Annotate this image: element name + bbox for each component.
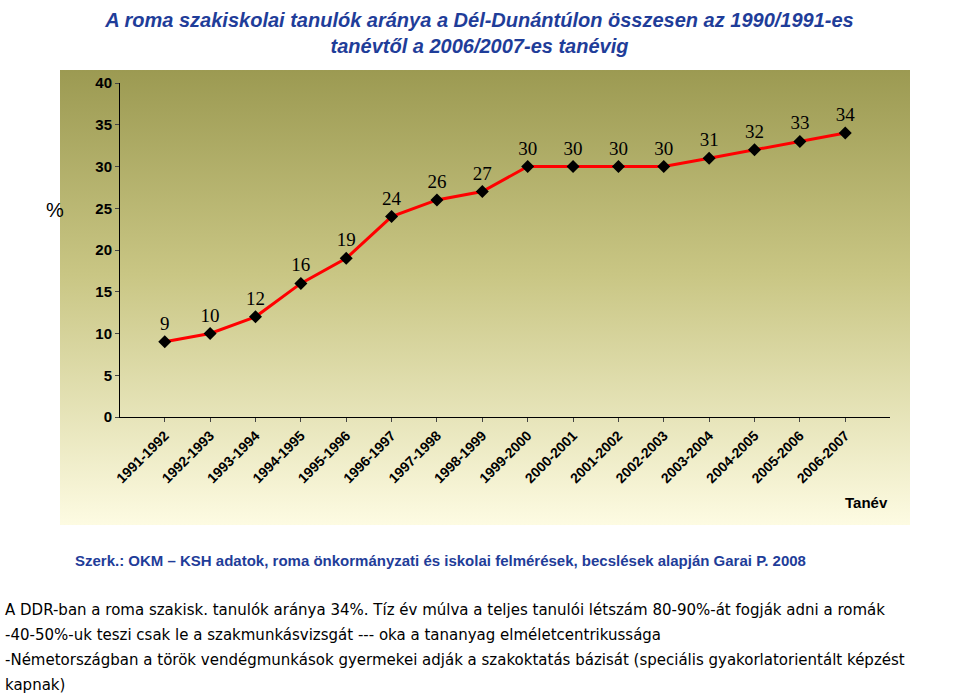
svg-text:0: 0 [104,408,112,425]
svg-text:30: 30 [654,138,673,159]
svg-text:A roma szakiskolai tanulók ará: A roma szakiskolai tanulók aránya a Dél-… [104,9,853,57]
svg-text:1995-1996: 1995-1996 [295,427,354,486]
svg-text:30: 30 [564,138,583,159]
svg-text:15: 15 [95,283,112,300]
svg-text:30: 30 [609,138,628,159]
svg-text:2004-2005: 2004-2005 [703,427,762,486]
svg-text:12: 12 [246,288,265,309]
svg-text:1997-1998: 1997-1998 [385,427,444,486]
svg-text:34: 34 [836,104,856,125]
svg-text:27: 27 [473,163,492,184]
svg-text:25: 25 [95,200,112,217]
svg-text:2000-2001: 2000-2001 [521,427,580,486]
svg-text:2002-2003: 2002-2003 [612,427,671,486]
svg-text:19: 19 [337,229,356,250]
svg-text:40: 40 [95,74,112,91]
svg-text:16: 16 [291,254,310,275]
svg-text:30: 30 [518,138,537,159]
svg-text:2005-2006: 2005-2006 [748,427,807,486]
svg-text:2001-2002: 2001-2002 [567,427,626,486]
svg-text:9: 9 [160,313,170,334]
svg-text:5: 5 [104,367,112,384]
svg-text:2003-2004: 2003-2004 [658,427,717,486]
svg-text:26: 26 [427,171,446,192]
svg-text:1998-1999: 1998-1999 [431,427,490,486]
svg-text:1996-1997: 1996-1997 [340,427,399,486]
svg-text:30: 30 [95,158,112,175]
svg-text:10: 10 [201,305,220,326]
svg-text:Tanév: Tanév [845,494,888,511]
svg-text:1992-1993: 1992-1993 [159,427,218,486]
html-text:-Németországban a török vendég: -Németországban a török vendégmunkások g… [5,651,905,694]
svg-text:33: 33 [790,112,809,133]
svg-text:20: 20 [95,241,112,258]
svg-text:1999-2000: 1999-2000 [476,427,535,486]
svg-text:1991-1992: 1991-1992 [113,427,172,486]
html-text:Szerk.: OKM – KSH adatok, roma: Szerk.: OKM – KSH adatok, roma önkormány… [75,552,806,569]
svg-text:32: 32 [745,121,764,142]
html-text:-40-50%-uk teszi csak le a sza: -40-50%-uk teszi csak le a szakmunkásviz… [5,626,662,644]
html-text:A DDR-ban a roma szakisk. tanu: A DDR-ban a roma szakisk. tanulók aránya… [5,601,885,619]
svg-text:%: % [46,199,64,221]
svg-text:2006-2007: 2006-2007 [794,427,853,486]
svg-text:10: 10 [95,325,112,342]
svg-text:1993-1994: 1993-1994 [204,427,263,486]
svg-text:31: 31 [700,129,719,150]
svg-text:24: 24 [382,188,402,209]
svg-text:1994-1995: 1994-1995 [249,427,308,486]
svg-text:35: 35 [95,116,112,133]
